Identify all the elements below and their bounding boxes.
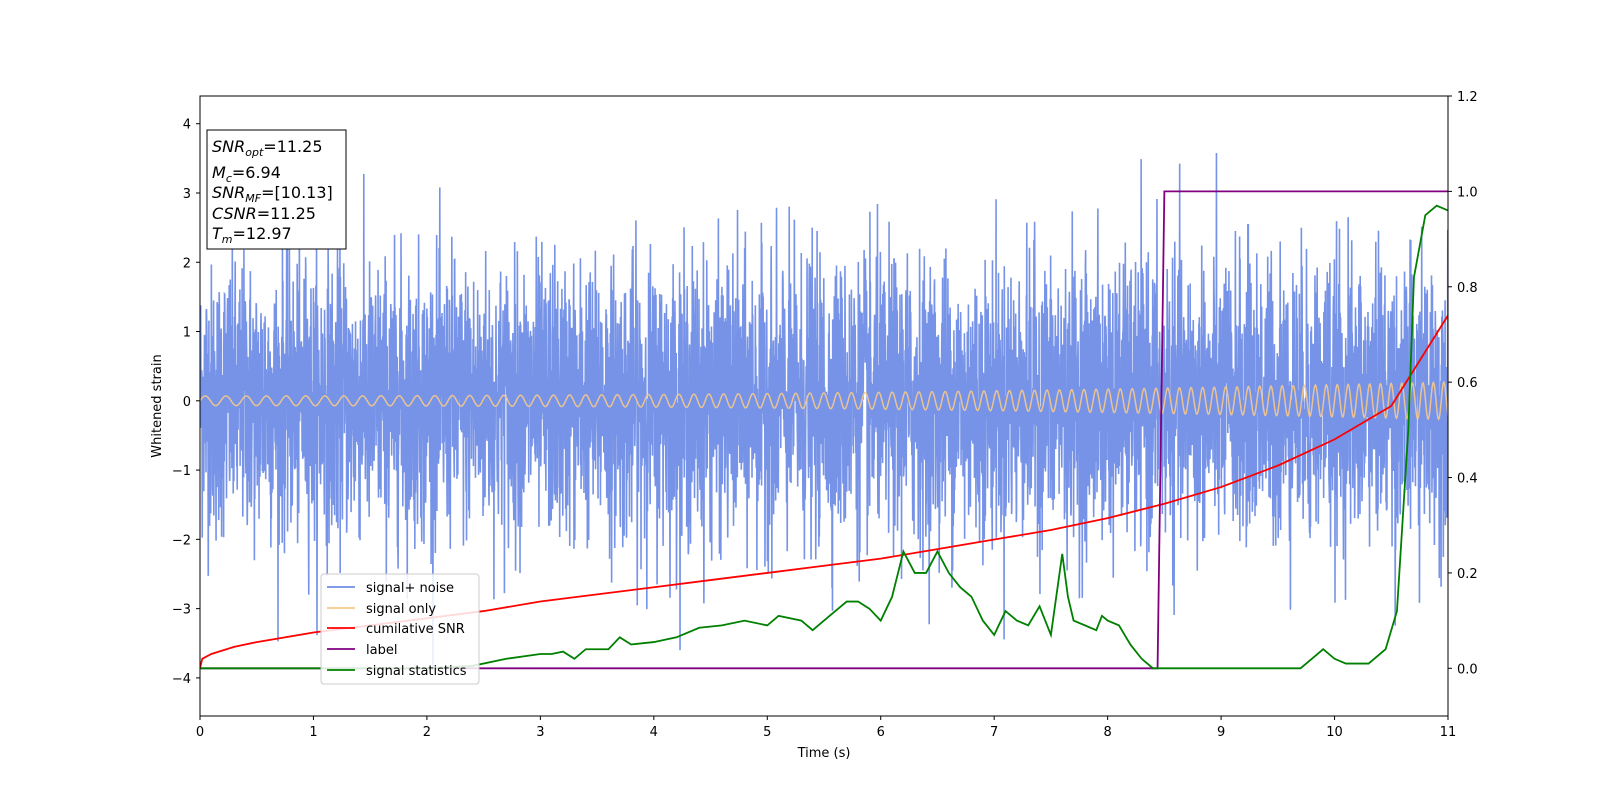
y2-tick-label: 0.4 [1448, 472, 1478, 487]
svg-text:0.8: 0.8 [1457, 281, 1478, 296]
y-tick-label: −2 [172, 533, 200, 548]
x-tick-label: 1 [309, 716, 318, 740]
svg-text:Tm=12.97: Tm=12.97 [212, 224, 292, 246]
y-tick-label: 0 [183, 395, 200, 410]
svg-text:4: 4 [183, 118, 191, 133]
svg-text:−2: −2 [172, 533, 191, 548]
svg-text:0.0: 0.0 [1457, 662, 1478, 677]
series-cumulative-snr-line [200, 314, 1448, 669]
svg-text:signal only: signal only [366, 602, 436, 617]
svg-text:7: 7 [990, 725, 998, 740]
y2-tick-label: 0.2 [1448, 567, 1478, 582]
x-tick-label: 0 [196, 716, 204, 740]
svg-text:0.4: 0.4 [1457, 472, 1478, 487]
svg-text:−4: −4 [172, 672, 191, 687]
y-tick-label: −4 [172, 672, 200, 687]
x-axis-ticks: 0 1 2 3 4 5 6 7 8 9 10 11 [196, 716, 1456, 740]
y-axis-label: Whitened strain [150, 354, 165, 457]
svg-text:CSNR=11.25: CSNR=11.25 [212, 204, 316, 223]
svg-text:signal statistics: signal statistics [366, 664, 467, 679]
x-axis-label: Time (s) [797, 746, 851, 761]
series-signal-noise-line [200, 152, 1448, 670]
svg-text:−1: −1 [172, 464, 191, 479]
y2-axis-ticks: 0.0 0.2 0.4 0.6 0.8 1.0 1.2 [1448, 90, 1478, 677]
y-tick-label: 3 [183, 187, 200, 202]
series-label-line [200, 190, 1448, 670]
svg-text:label: label [366, 643, 397, 658]
x-tick-label: 3 [536, 716, 545, 740]
svg-text:0: 0 [196, 725, 204, 740]
legend-entry-signal-only: signal only [327, 602, 436, 617]
svg-text:9: 9 [1217, 725, 1225, 740]
x-tick-label: 7 [990, 716, 998, 740]
svg-text:0.6: 0.6 [1457, 376, 1478, 391]
svg-text:signal+ noise: signal+ noise [366, 581, 454, 596]
svg-text:1.2: 1.2 [1457, 90, 1478, 105]
x-tick-label: 9 [1217, 716, 1225, 740]
x-tick-label: 5 [763, 716, 771, 740]
legend: signal+ noise signal only cumilative SNR… [320, 573, 480, 685]
y2-tick-label: 1.2 [1448, 90, 1478, 105]
plot-area [200, 152, 1448, 670]
svg-text:2: 2 [423, 725, 431, 740]
svg-text:1: 1 [183, 326, 191, 341]
svg-text:3: 3 [536, 725, 544, 740]
y2-tick-label: 0.8 [1448, 281, 1478, 296]
x-tick-label: 10 [1326, 716, 1343, 740]
y-tick-label: 1 [183, 326, 200, 341]
annotation-box: SNRopt=11.25 Mc=6.94 SNRMF=[10.13] CSNR=… [206, 129, 347, 250]
y2-tick-label: 0.6 [1448, 376, 1478, 391]
x-tick-label: 2 [423, 716, 431, 740]
y2-tick-label: 0.0 [1448, 662, 1478, 677]
legend-entry-signal-statistics: signal statistics [327, 664, 467, 679]
x-tick-label: 6 [877, 716, 885, 740]
plot-frame [199, 95, 1449, 717]
y-tick-label: 4 [183, 118, 200, 133]
legend-entry-cumulative-snr: cumilative SNR [327, 622, 465, 637]
svg-text:6: 6 [877, 725, 885, 740]
svg-text:4: 4 [650, 725, 658, 740]
y-axis-ticks: −4 −3 −2 −1 0 1 2 3 4 [172, 118, 200, 687]
y-tick-label: −3 [172, 603, 200, 618]
y2-tick-label: 1.0 [1448, 185, 1478, 200]
svg-text:1.0: 1.0 [1457, 185, 1478, 200]
svg-text:SNRopt=11.25: SNRopt=11.25 [212, 137, 323, 159]
svg-text:11: 11 [1440, 725, 1457, 740]
svg-text:0: 0 [183, 395, 191, 410]
y-tick-label: 2 [183, 256, 200, 271]
x-tick-label: 8 [1103, 716, 1112, 740]
y-tick-label: −1 [172, 464, 200, 479]
svg-text:0.2: 0.2 [1457, 567, 1478, 582]
svg-text:Mc=6.94: Mc=6.94 [212, 163, 281, 185]
svg-text:1: 1 [309, 725, 317, 740]
svg-text:cumilative SNR: cumilative SNR [366, 622, 465, 637]
svg-text:3: 3 [183, 187, 191, 202]
svg-text:8: 8 [1103, 725, 1111, 740]
x-tick-label: 11 [1440, 716, 1457, 740]
series-signal-only-line [200, 380, 1448, 421]
series-signal-statistics-line [200, 204, 1448, 670]
svg-text:2: 2 [183, 256, 191, 271]
svg-text:SNRMF=[10.13]: SNRMF=[10.13] [212, 183, 333, 205]
svg-text:5: 5 [763, 725, 771, 740]
legend-entry-label: label [327, 643, 397, 658]
svg-text:10: 10 [1326, 725, 1343, 740]
svg-text:−3: −3 [172, 603, 191, 618]
legend-entry-signal-noise: signal+ noise [327, 581, 454, 596]
x-tick-label: 4 [650, 716, 658, 740]
